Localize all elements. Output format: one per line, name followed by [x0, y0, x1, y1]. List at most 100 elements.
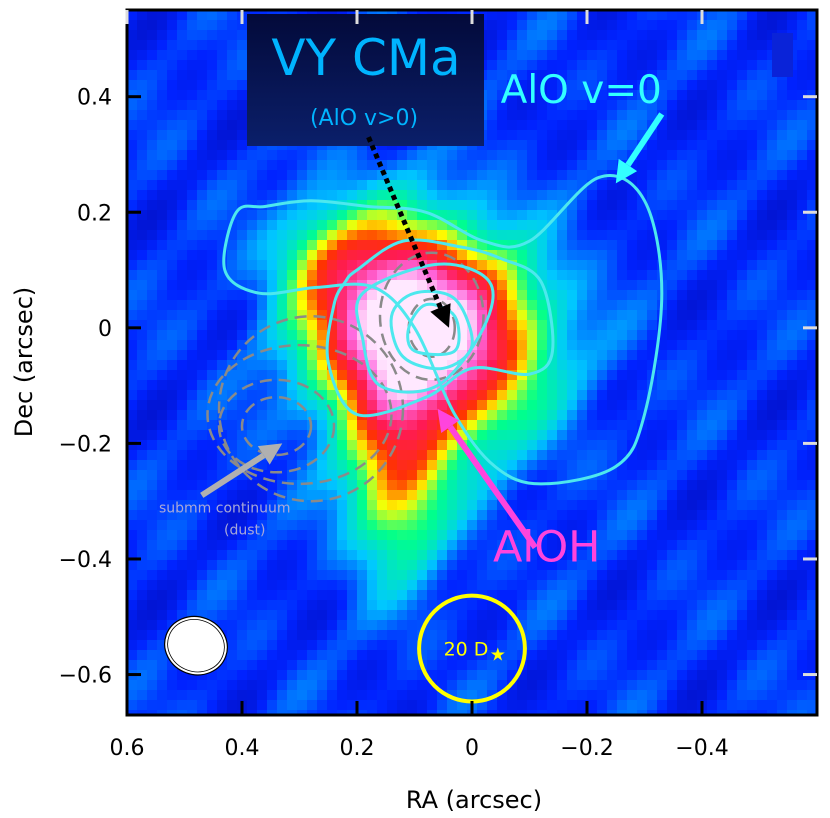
map-cell [557, 430, 568, 441]
map-cell [797, 680, 808, 691]
map-cell [237, 530, 248, 541]
map-cell [597, 220, 608, 231]
map-cell [417, 160, 428, 171]
map-cell [757, 130, 768, 141]
map-cell [367, 700, 378, 711]
map-cell [627, 610, 638, 621]
map-cell [517, 190, 528, 201]
map-cell [257, 470, 268, 481]
map-cell [687, 710, 698, 715]
map-cell [607, 410, 618, 421]
map-cell [587, 70, 598, 81]
map-cell [487, 530, 498, 541]
map-cell [527, 120, 538, 131]
map-cell [137, 510, 148, 521]
map-cell [347, 240, 358, 251]
map-cell [457, 340, 468, 351]
map-cell [667, 660, 678, 671]
map-cell [697, 320, 708, 331]
map-cell [237, 190, 248, 201]
map-cell [167, 470, 178, 481]
map-cell [517, 90, 528, 101]
map-cell [187, 580, 198, 591]
map-cell [147, 690, 158, 701]
map-cell [357, 590, 368, 601]
map-cell [657, 200, 668, 211]
map-cell [777, 550, 788, 561]
map-cell [207, 190, 218, 201]
map-cell [167, 500, 178, 511]
map-cell [287, 450, 298, 461]
map-cell [457, 680, 468, 691]
map-cell [677, 250, 688, 261]
map-cell [517, 250, 528, 261]
map-cell [587, 30, 598, 41]
map-cell [137, 290, 148, 301]
map-cell [797, 60, 808, 71]
map-cell [607, 20, 618, 31]
map-cell [187, 220, 198, 231]
map-cell [647, 500, 658, 511]
map-cell [637, 10, 648, 21]
map-cell [417, 410, 428, 421]
map-cell [617, 30, 628, 41]
map-cell [357, 430, 368, 441]
map-cell [757, 310, 768, 321]
map-cell [717, 310, 728, 321]
map-cell [197, 570, 208, 581]
map-cell [447, 660, 458, 671]
map-cell [717, 10, 728, 21]
map-cell [347, 480, 358, 491]
map-cell [677, 120, 688, 131]
map-cell [337, 340, 348, 351]
map-cell [607, 300, 618, 311]
map-cell [527, 670, 538, 681]
map-cell [367, 310, 378, 321]
map-cell [487, 330, 498, 341]
map-cell [177, 30, 188, 41]
map-cell [527, 80, 538, 91]
map-cell [307, 450, 318, 461]
map-cell [627, 110, 638, 121]
map-cell [237, 610, 248, 621]
map-cell [537, 250, 548, 261]
map-cell [777, 290, 788, 301]
map-cell [407, 450, 418, 461]
map-cell [797, 550, 808, 561]
map-cell [737, 70, 748, 81]
map-cell [677, 380, 688, 391]
map-cell [667, 130, 678, 141]
map-cell [307, 700, 318, 711]
beam-ellipse [164, 615, 228, 676]
map-cell [767, 700, 778, 711]
map-cell [217, 570, 228, 581]
map-cell [557, 140, 568, 151]
map-cell [627, 40, 638, 51]
map-cell [387, 500, 398, 511]
map-cell [577, 260, 588, 271]
map-cell [777, 140, 788, 151]
map-cell [377, 640, 388, 651]
map-cell [617, 560, 628, 571]
map-cell [187, 430, 198, 441]
map-cell [177, 110, 188, 121]
map-cell [497, 320, 508, 331]
map-cell [187, 570, 198, 581]
map-cell [417, 240, 428, 251]
map-cell [257, 640, 268, 651]
map-cell [197, 140, 208, 151]
map-cell [237, 350, 248, 361]
map-cell [737, 270, 748, 281]
map-cell [517, 420, 528, 431]
map-cell [707, 400, 718, 411]
map-cell [277, 610, 288, 621]
map-cell [697, 70, 708, 81]
map-cell [197, 470, 208, 481]
map-cell [377, 270, 388, 281]
map-cell [377, 480, 388, 491]
map-cell [727, 200, 738, 211]
map-cell [577, 640, 588, 651]
map-cell [517, 60, 528, 71]
map-cell [427, 380, 438, 391]
map-cell [677, 150, 688, 161]
